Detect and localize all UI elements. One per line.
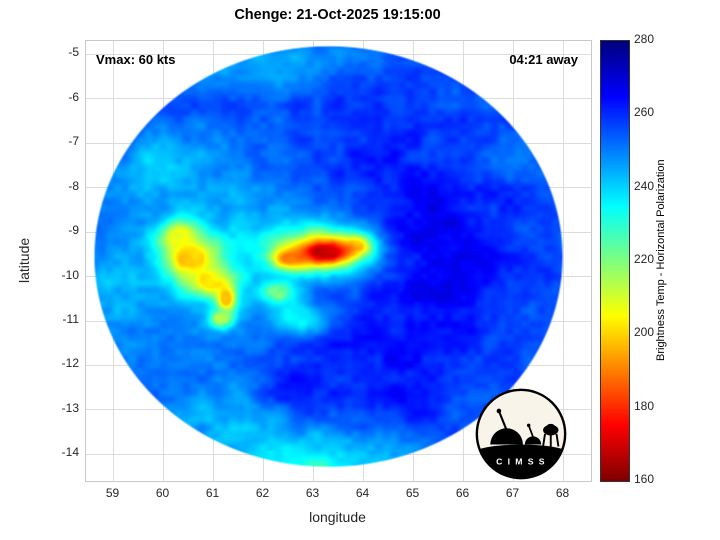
antenna-icon: [497, 410, 508, 431]
colorbar-gradient: [601, 41, 629, 481]
x-tick-61: 61: [205, 486, 220, 500]
eta-annotation: 04:21 away: [509, 52, 578, 67]
y-tick--7: -7: [68, 134, 79, 149]
colorbar-tick-260: 260: [634, 105, 655, 120]
y-tick--9: -9: [68, 223, 79, 238]
colorbar-tick-180: 180: [634, 398, 655, 413]
antenna-tip-icon: [496, 408, 502, 414]
x-tick-65: 65: [405, 486, 420, 500]
colorbar-tick-200: 200: [634, 325, 655, 340]
x-axis-label: longitude: [309, 509, 366, 525]
small-antenna-tip-icon: [526, 423, 531, 428]
plot-area: Vmax: 60 kts 04:21 away C I M S S: [85, 40, 592, 482]
x-tick-66: 66: [455, 486, 470, 500]
vmax-annotation: Vmax: 60 kts: [96, 52, 176, 67]
colorbar-tick-280: 280: [634, 32, 655, 46]
x-tick-68: 68: [555, 486, 570, 500]
y-tick--14: -14: [61, 445, 79, 460]
y-tick--5: -5: [68, 45, 79, 60]
x-tick-64: 64: [355, 486, 370, 500]
colorbar-tick-160: 160: [634, 472, 655, 486]
small-antenna-icon: [527, 425, 534, 438]
logo-band: [477, 453, 565, 478]
y-tick--11: -11: [62, 312, 79, 326]
y-tick--12: -12: [61, 356, 79, 371]
small-dome-icon: [524, 436, 542, 445]
plot-title: Chenge: 21-Oct-2025 19:15:00: [234, 7, 441, 23]
x-tick-67: 67: [505, 486, 520, 500]
cimss-logo: C I M S S: [475, 388, 567, 480]
x-tick-63: 63: [305, 486, 320, 500]
x-tick-62: 62: [255, 486, 270, 500]
x-tick-60: 60: [155, 486, 170, 500]
x-tick-59: 59: [105, 486, 120, 500]
colorbar-tick-220: 220: [634, 252, 655, 266]
y-tick--8: -8: [68, 178, 79, 193]
colorbar: [600, 40, 630, 482]
y-tick--6: -6: [68, 89, 79, 104]
y-tick--10: -10: [61, 267, 79, 282]
y-tick--13: -13: [61, 400, 79, 415]
water-tower-cap-icon: [546, 423, 555, 428]
logo-text: C I M S S: [496, 457, 546, 467]
water-tower-legs-icon: [542, 433, 560, 447]
y-axis-label: latitude: [16, 237, 32, 283]
colorbar-tick-240: 240: [634, 178, 655, 193]
logo-silhouette: C I M S S: [477, 408, 565, 478]
water-tower-icon: [543, 424, 559, 436]
large-dome-icon: [490, 428, 523, 445]
